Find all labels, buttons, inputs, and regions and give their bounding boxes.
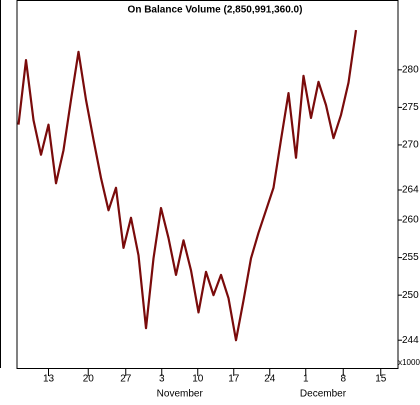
y-tick-label: 244 [402,335,419,346]
x-tick-label: 13 [43,374,55,385]
y-unit-label: x1000 [398,358,420,367]
x-tick-label: 27 [120,374,132,385]
x-tick-label: 17 [228,374,240,385]
y-tick-label: 255 [402,252,419,263]
x-tick-label: 3 [159,374,165,385]
y-tick-label: 275 [402,102,419,113]
x-tick-label: 24 [264,374,276,385]
chart-title: On Balance Volume (2,850,991,360.0) [128,5,303,16]
month-label: December [300,389,347,400]
y-tick-label: 270 [402,140,419,151]
data-line [17,29,358,342]
x-tick-label: 15 [375,374,387,385]
plot-frame [16,0,399,369]
y-tick-label: 260 [402,215,419,226]
y-tick-label: 250 [402,290,419,301]
x-tick-label: 10 [192,374,204,385]
x-tick-label: 8 [340,374,346,385]
x-tick-label: 20 [83,374,95,385]
y-tick-label: 280 [402,64,419,75]
x-tick-label: 1 [303,374,309,385]
y-tick-label: 264 [402,185,419,196]
month-label: November [157,389,204,400]
